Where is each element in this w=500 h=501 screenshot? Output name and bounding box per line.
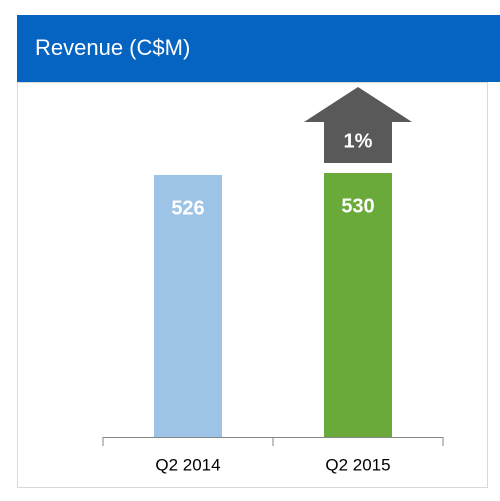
value-label: 526 bbox=[171, 197, 204, 219]
bar bbox=[154, 174, 222, 438]
x-tick-label: Q2 2015 bbox=[325, 455, 390, 474]
bar bbox=[324, 173, 392, 437]
header bbox=[17, 15, 500, 82]
chart-title: Revenue (C$M) bbox=[35, 35, 190, 60]
panel bbox=[17, 82, 488, 488]
value-label: 530 bbox=[341, 195, 374, 217]
arrow bbox=[304, 87, 412, 163]
annotation: 1% bbox=[344, 130, 373, 152]
x-tick-label: Q2 2014 bbox=[155, 455, 220, 474]
